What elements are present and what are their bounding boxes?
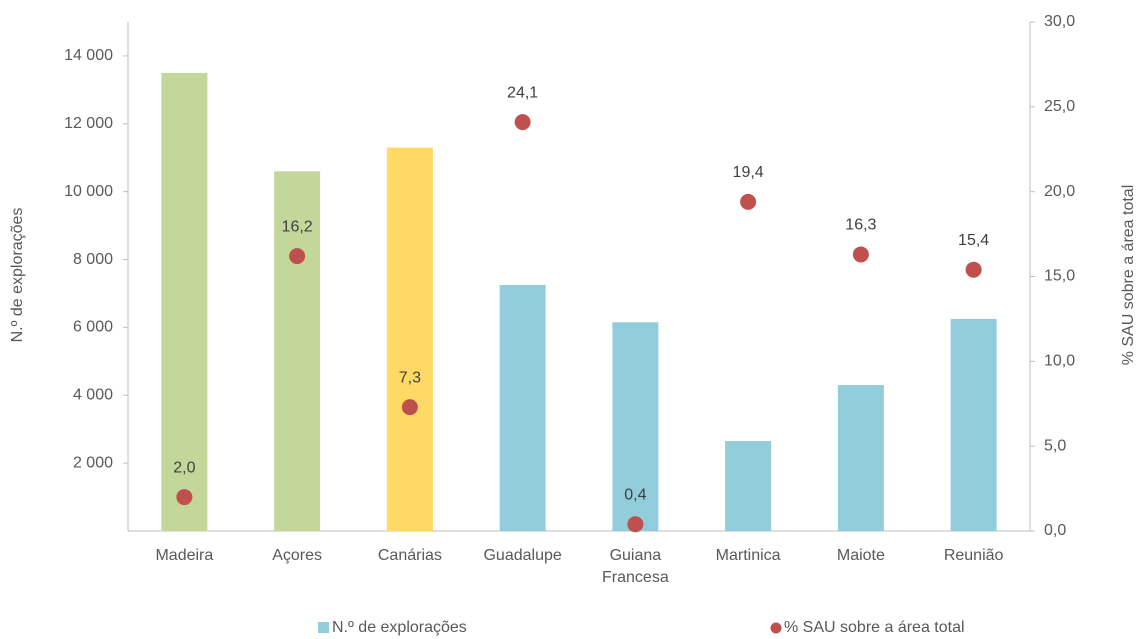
bar <box>386 147 433 531</box>
bar <box>612 322 659 531</box>
data-label: 7,3 <box>399 369 421 386</box>
y-tick-label: 8 000 <box>73 251 113 268</box>
point <box>514 114 531 131</box>
bar <box>499 284 546 531</box>
bar <box>950 318 997 531</box>
y-tick-label: 6 000 <box>73 319 113 336</box>
point <box>852 246 869 263</box>
data-label: 15,4 <box>958 232 989 249</box>
point <box>176 489 193 506</box>
y2-tick-label: 5,0 <box>1044 437 1066 454</box>
bar <box>161 72 208 532</box>
legend-swatch <box>318 622 329 633</box>
x-tick-label: Guiana Francesa <box>602 547 669 586</box>
x-tick-label: Guadalupe <box>483 547 561 564</box>
y-axis-title: N.º de explorações <box>9 208 26 343</box>
data-label: 24,1 <box>507 84 538 101</box>
data-label: 16,3 <box>845 217 876 234</box>
y-tick-label: 14 000 <box>64 47 113 64</box>
y2-tick-label: 30,0 <box>1044 13 1075 30</box>
y2-tick-label: 20,0 <box>1044 183 1075 200</box>
x-tick-label: Reunião <box>944 547 1004 564</box>
x-tick-label: Madeira <box>155 547 213 564</box>
x-tick-label: Açores <box>272 547 322 564</box>
data-label: 2,0 <box>173 459 195 476</box>
y2-tick-label: 25,0 <box>1044 98 1075 115</box>
point <box>965 261 982 278</box>
y-tick-label: 12 000 <box>64 115 113 132</box>
bar <box>837 385 884 531</box>
y2-axis-title: % SAU sobre a área total <box>1120 185 1137 366</box>
bar <box>725 441 772 531</box>
point <box>401 399 418 416</box>
legend-label: % SAU sobre a área total <box>784 619 965 636</box>
y-tick-label: 4 000 <box>73 386 113 403</box>
y-tick-label: 10 000 <box>64 183 113 200</box>
y2-tick-label: 0,0 <box>1044 522 1066 539</box>
legend-label: N.º de explorações <box>332 619 467 636</box>
y-tick-label: 2 000 <box>73 454 113 471</box>
y2-tick-label: 15,0 <box>1044 268 1075 285</box>
y2-tick-label: 10,0 <box>1044 353 1075 370</box>
point <box>289 248 306 265</box>
point <box>740 193 757 210</box>
data-label: 0,4 <box>624 486 646 503</box>
point <box>627 516 644 533</box>
legend-swatch <box>770 622 782 634</box>
x-tick-label: Martinica <box>716 547 781 564</box>
x-tick-label: Maiote <box>837 547 885 564</box>
x-tick-label: Canárias <box>378 547 442 564</box>
data-label: 19,4 <box>733 164 764 181</box>
data-label: 16,2 <box>282 218 313 235</box>
bar <box>274 171 321 531</box>
